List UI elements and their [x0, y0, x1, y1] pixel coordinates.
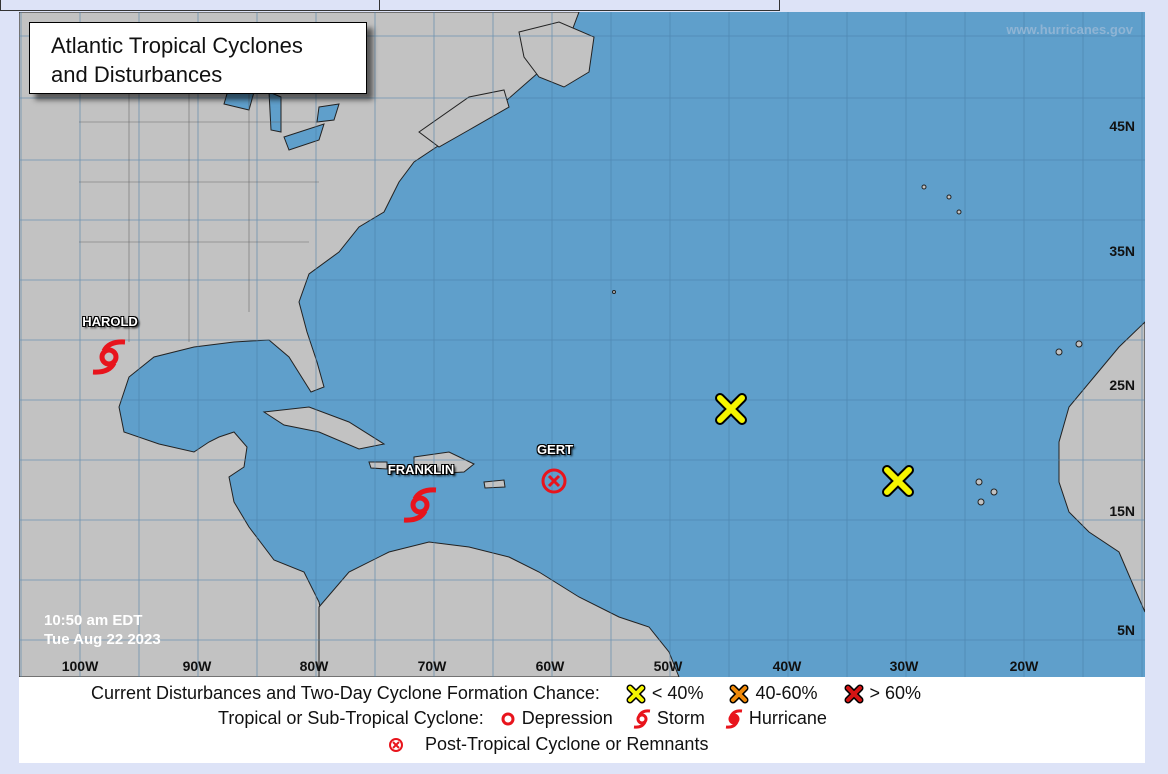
lon-label-20w: 20W — [1009, 658, 1039, 674]
lon-label-40w: 40W — [772, 658, 802, 674]
legend-hurricane: Hurricane — [748, 708, 827, 728]
legend-row-cyclones: Tropical or Sub-Tropical Cyclone: Depres… — [218, 708, 827, 729]
map-title-line-2: and Disturbances — [51, 62, 223, 87]
land-south-america — [318, 541, 680, 677]
hurricane-icon — [725, 708, 743, 729]
legend-post-tropical: Post-Tropical Cyclone or Remnants — [425, 734, 709, 754]
orange-x-icon — [729, 684, 749, 703]
lon-label-60w: 60W — [535, 658, 565, 674]
map-canvas — [19, 12, 1145, 677]
land-north-america — [19, 12, 580, 677]
map-title-line-1: Atlantic Tropical Cyclones — [51, 33, 303, 58]
lon-label-70w: 70W — [417, 658, 447, 674]
storm-label-harold[interactable]: HAROLD — [82, 314, 138, 329]
issue-date-text: Tue Aug 22 2023 — [44, 631, 161, 648]
yellow-x-icon[interactable] — [882, 465, 914, 497]
watermark: www.hurricanes.gov — [1006, 22, 1133, 37]
legend-depression: Depression — [521, 708, 613, 728]
legend-disturbance-label: Current Disturbances and Two-Day Cyclone… — [91, 683, 600, 703]
lon-label-100w: 100W — [61, 658, 99, 674]
legend-cyclone-label: Tropical or Sub-Tropical Cyclone: — [218, 708, 484, 728]
legend-storm: Storm — [656, 708, 705, 728]
legend-low-chance: < 40% — [651, 683, 704, 703]
lat-label-25n: 25N — [1109, 377, 1135, 393]
storm-icon — [633, 708, 650, 729]
issue-time-text: 10:50 am EDT — [44, 612, 143, 629]
lat-label-5n: 5N — [1117, 622, 1135, 638]
post-tropical-icon — [389, 737, 403, 752]
outlook-map-panel: Atlantic Tropical Cyclones and Disturban… — [19, 12, 1145, 763]
tropical-storm-icon[interactable] — [91, 337, 127, 377]
land-puerto-rico — [483, 479, 506, 489]
lon-label-90w: 90W — [182, 658, 212, 674]
lat-label-45n: 45N — [1109, 118, 1135, 134]
lon-label-80w: 80W — [299, 658, 329, 674]
legend-mid-chance: 40-60% — [755, 683, 818, 703]
red-x-icon — [844, 684, 863, 703]
lon-label-50w: 50W — [653, 658, 683, 674]
yellow-x-icon — [626, 684, 646, 703]
graticule — [19, 12, 1145, 677]
legend-row-post-tropical: Post-Tropical Cyclone or Remnants — [387, 734, 708, 755]
land-hispaniola — [413, 451, 475, 475]
land — [19, 12, 1145, 677]
land-newfoundland — [518, 21, 595, 88]
land-maritimes — [418, 89, 510, 148]
issue-time: 10:50 am EDT Tue Aug 22 2023 — [44, 611, 161, 649]
legend-row-disturbances: Current Disturbances and Two-Day Cyclone… — [91, 683, 921, 704]
state-borders — [79, 72, 319, 342]
map-title-box: Atlantic Tropical Cyclones and Disturban… — [29, 22, 367, 94]
post-tropical-icon[interactable] — [540, 467, 568, 495]
lat-label-15n: 15N — [1109, 503, 1135, 519]
map-legend: Current Disturbances and Two-Day Cyclone… — [19, 677, 1145, 763]
storm-label-gert[interactable]: GERT — [536, 442, 574, 457]
lat-label-35n: 35N — [1109, 243, 1135, 259]
lon-label-30w: 30W — [889, 658, 919, 674]
legend-high-chance: > 60% — [869, 683, 922, 703]
tropical-storm-icon[interactable] — [402, 485, 438, 525]
land-jamaica — [368, 461, 388, 470]
storm-label-franklin[interactable]: FRANKLIN — [387, 462, 455, 477]
top-table-border — [0, 0, 780, 11]
depression-icon — [501, 712, 515, 725]
yellow-x-icon[interactable] — [715, 393, 747, 425]
land-africa — [1058, 321, 1145, 613]
